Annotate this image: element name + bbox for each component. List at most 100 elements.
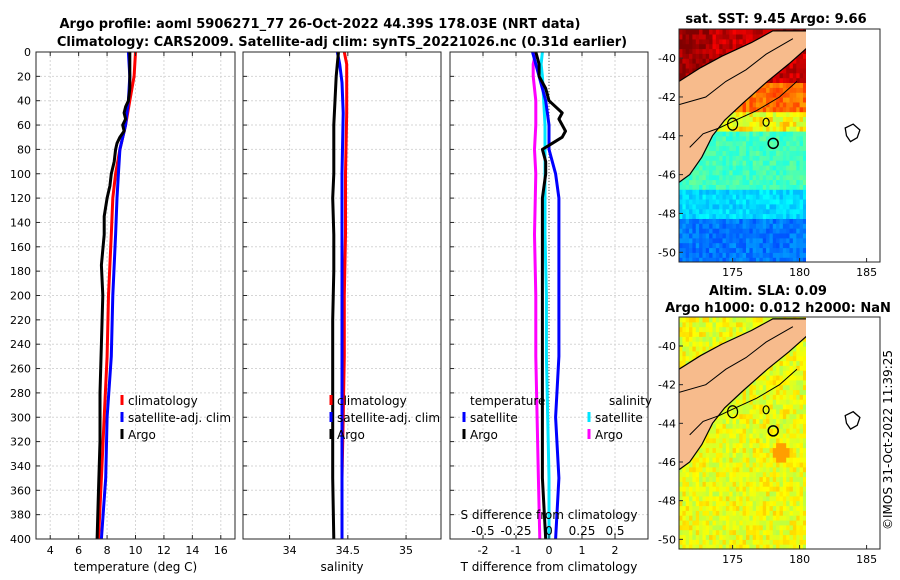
legend-title-salinity: salinity [609, 394, 652, 408]
x-tick-label: 10 [129, 544, 143, 557]
x-tick-label: 14 [185, 544, 199, 557]
x-tick-label: 6 [75, 544, 82, 557]
y-tick-label: -50 [658, 246, 676, 259]
y-tick-label: 220 [10, 314, 31, 327]
argo-profile-location-marker [767, 137, 779, 150]
secondary-tick-label: 0 [545, 524, 553, 538]
y-tick-label: 180 [10, 265, 31, 278]
y-tick-label: 120 [10, 192, 31, 205]
seamount-contour [726, 405, 739, 419]
y-tick-label: -48 [658, 207, 676, 220]
secondary-axis-label: S difference from climatology [461, 508, 638, 522]
seamount-contour [762, 117, 770, 127]
y-tick-label: -44 [658, 130, 676, 143]
secondary-tick-label: 0.5 [605, 524, 624, 538]
series-line-argo [331, 52, 340, 539]
secondary-tick-label: 0.25 [569, 524, 596, 538]
y-tick-label: 340 [10, 460, 31, 473]
secondary-tick-label: -0.5 [471, 524, 494, 538]
legend-label: Argo [595, 428, 623, 442]
y-tick-label: 40 [17, 95, 31, 108]
salinity-panel: 34 34.5 35 salinity climatology satellite-adj… [242, 51, 442, 574]
x-tick-label: 185 [856, 553, 877, 566]
series-line-t-satellite [531, 52, 561, 539]
x-tick-label: 16 [214, 544, 228, 557]
y-tick-label: 240 [10, 338, 31, 351]
x-tick-label: 175 [722, 553, 743, 566]
x-tick-label: 175 [722, 266, 743, 279]
y-tick-label: -42 [658, 379, 676, 392]
x-axis-label: salinity [320, 560, 363, 574]
secondary-tick-label: -0.25 [500, 524, 531, 538]
y-tick-label: -44 [658, 417, 676, 430]
x-tick-label: -1 [511, 544, 522, 557]
y-tick-label: -46 [658, 456, 676, 469]
y-tick-label: -42 [658, 91, 676, 104]
x-tick-label: 4 [47, 544, 54, 557]
x-tick-label: 0 [546, 544, 553, 557]
series-line-t-argo [534, 52, 567, 539]
legend-label: Argo [128, 428, 156, 442]
y-tick-label: -48 [658, 495, 676, 508]
x-axis-label: T difference from climatology [460, 560, 638, 574]
y-tick-label: 320 [10, 436, 31, 449]
sla-map-panel: 175 180 185 -40 -42 -44 -46 -48 -50 [658, 316, 881, 566]
x-tick-label: 180 [789, 266, 810, 279]
bathymetry-contour [679, 326, 794, 393]
imos-timestamp-watermark: ©IMOS 31-Oct-2022 11:39:25 [881, 350, 895, 530]
y-tick-label: 380 [10, 509, 31, 522]
legend-label: satellite-adj. clim [337, 411, 440, 425]
series-line-s-argo [531, 52, 542, 539]
sst-map-title: sat. SST: 9.45 Argo: 9.66 [685, 12, 866, 27]
y-tick-label: -50 [658, 533, 676, 546]
legend-label: satellite [470, 411, 518, 425]
y-tick-label: 60 [17, 119, 31, 132]
seamount-contour [726, 117, 739, 131]
sst-map-panel: 175 180 185 -40 -42 -44 -46 -48 -50 [658, 28, 881, 279]
y-tick-label: 360 [10, 484, 31, 497]
y-tick-label: -40 [658, 52, 676, 65]
chatham-islands-outline [844, 123, 861, 143]
y-tick-label: 400 [10, 533, 31, 546]
y-tick-label: 280 [10, 387, 31, 400]
legend-label: satellite [595, 411, 643, 425]
x-tick-label: 2 [612, 544, 619, 557]
legend-label: Argo [470, 428, 498, 442]
figure-title-line2: Climatology: CARS2009. Satellite-adj cli… [57, 35, 627, 50]
y-tick-label: 80 [17, 143, 31, 156]
legend-label: climatology [337, 394, 407, 408]
x-tick-label: 185 [856, 266, 877, 279]
y-tick-label: 0 [24, 46, 31, 59]
bathymetry-contour [679, 38, 794, 106]
x-tick-label: 34 [283, 544, 297, 557]
x-axis-label: temperature (deg C) [74, 560, 197, 574]
y-tick-label: 20 [17, 70, 31, 83]
y-tick-label: 100 [10, 168, 31, 181]
map-raster [679, 317, 806, 550]
bathymetry-contour [689, 81, 798, 148]
difference-panel: -2 -1 0 1 2 T difference from climatology temp… [449, 51, 652, 574]
y-tick-label: 140 [10, 216, 31, 229]
argo-profile-location-marker [767, 425, 779, 437]
temperature-panel: 4 6 8 10 12 14 1602040608010012014016018020022… [10, 46, 236, 574]
y-tick-label: 200 [10, 290, 31, 303]
bathymetry-contour [689, 368, 798, 436]
land-mass [679, 30, 806, 184]
legend-label: Argo [337, 428, 365, 442]
figure-title-line1: Argo profile: aoml 5906271_77 26-Oct-202… [60, 17, 581, 32]
y-tick-label: -46 [658, 169, 676, 182]
axes-box [678, 316, 881, 550]
y-tick-label: 160 [10, 241, 31, 254]
legend-label: satellite-adj. clim [128, 411, 231, 425]
y-tick-label: 300 [10, 411, 31, 424]
x-tick-label: 35 [399, 544, 413, 557]
sla-map-title-line1: Altim. SLA: 0.09 [709, 284, 827, 299]
y-tick-label: -40 [658, 340, 676, 353]
x-tick-label: 8 [104, 544, 111, 557]
series-line-satellite-adj-clim [335, 52, 345, 539]
x-tick-label: 34.5 [336, 544, 361, 557]
legend-title-temperature: temperature [470, 394, 545, 408]
seamount-contour [762, 405, 770, 415]
x-tick-label: 1 [579, 544, 586, 557]
